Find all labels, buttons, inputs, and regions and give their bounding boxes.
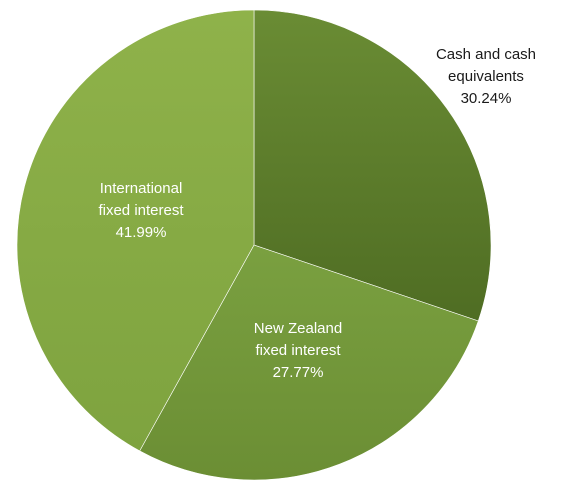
slice-label-new-zealand-fixed-interest: New Zealand fixed interest 27.77% — [254, 320, 342, 381]
slice-label-line: fixed interest — [255, 342, 341, 359]
slice-label-line: 41.99% — [116, 224, 167, 241]
slice-label-line: International — [100, 180, 183, 197]
slice-label-line: 30.24% — [461, 90, 512, 107]
pie-slice-new-zealand-fixed-interest — [139, 244, 479, 481]
pie-labels: Cash and cash equivalents 30.24% New Zealan… — [98, 46, 536, 381]
pie-slices — [16, 9, 492, 481]
slice-label-line: equivalents — [448, 68, 524, 85]
slice-label-cash-and-cash-equivalents: Cash and cash equivalents 30.24% — [436, 46, 536, 107]
slice-label-line: fixed interest — [98, 202, 184, 219]
slice-label-line: 27.77% — [273, 364, 324, 381]
slice-label-line: New Zealand — [254, 320, 342, 337]
slice-label-line: Cash and cash — [436, 46, 536, 63]
pie-slice-international-fixed-interest — [16, 9, 255, 452]
pie-slice-cash-and-cash-equivalents — [253, 9, 492, 322]
slice-label-international-fixed-interest: International fixed interest 41.99% — [98, 180, 184, 241]
